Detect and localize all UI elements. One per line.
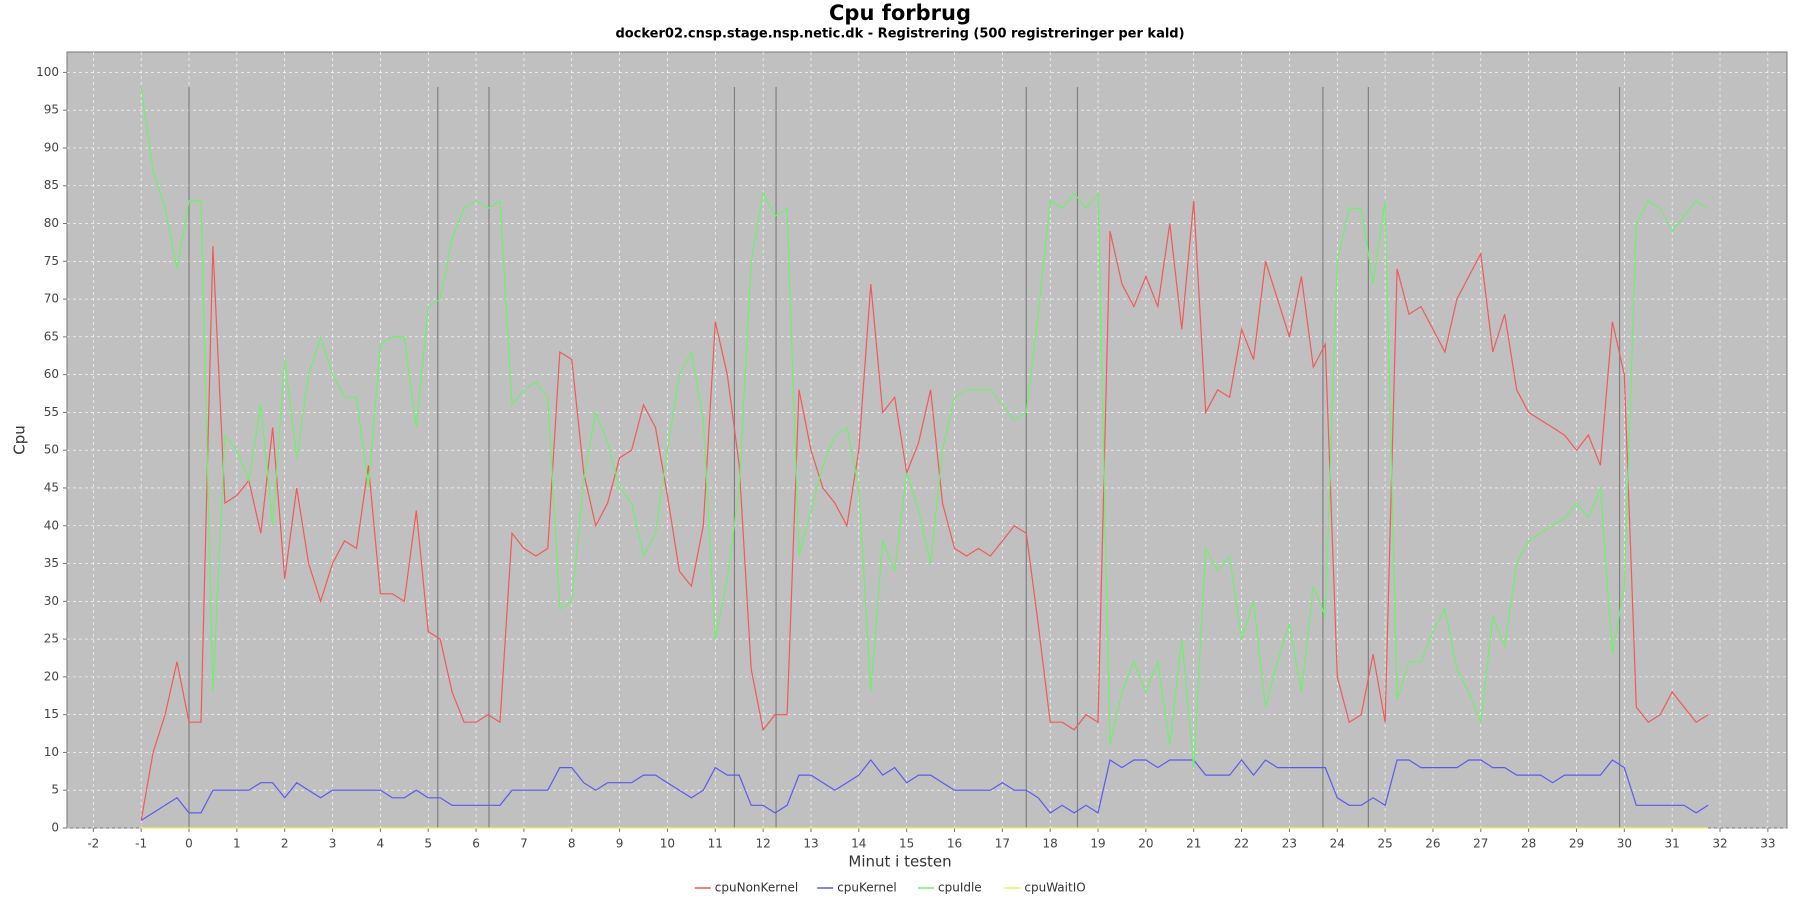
series-line (140, 200, 1709, 821)
y-tick-label: 10 (44, 745, 59, 759)
y-axis-label: Cpu (11, 425, 29, 455)
x-tick-label: 11 (708, 837, 723, 851)
y-tick-label: 45 (44, 480, 59, 494)
y-tick-label: 15 (44, 707, 59, 721)
x-tick-label: 14 (851, 837, 866, 851)
x-tick-label: 22 (1234, 837, 1249, 851)
y-tick-label: 5 (51, 783, 59, 797)
x-tick-label: 6 (472, 837, 480, 851)
x-tick-label: 32 (1712, 837, 1727, 851)
x-tick-label: 23 (1282, 837, 1297, 851)
x-tick-label: 26 (1425, 837, 1440, 851)
x-tick-label: 8 (568, 837, 576, 851)
x-tick-label: 28 (1521, 837, 1536, 851)
legend-label: cpuKernel (837, 881, 897, 895)
x-tick-label: 3 (329, 837, 337, 851)
y-tick-label: 55 (44, 405, 59, 419)
x-tick-label: 2 (281, 837, 289, 851)
x-tick-label: 25 (1377, 837, 1392, 851)
x-tick-label: 17 (995, 837, 1010, 851)
x-tick-label: 31 (1665, 837, 1680, 851)
chart-title: Cpu forbrug (829, 1, 971, 25)
x-tick-label: 24 (1330, 837, 1345, 851)
x-tick-label: 12 (755, 837, 770, 851)
series-line (140, 87, 1709, 768)
y-tick-label: 75 (44, 254, 59, 268)
x-tick-label: 18 (1043, 837, 1058, 851)
x-tick-label: 9 (616, 837, 624, 851)
x-tick-label: 29 (1569, 837, 1584, 851)
y-tick-label: 30 (44, 594, 59, 608)
x-tick-label: 10 (660, 837, 675, 851)
x-tick-label: 4 (377, 837, 385, 851)
y-tick-label: 70 (44, 292, 59, 306)
plot-area (66, 51, 1788, 829)
x-tick-label: -1 (135, 837, 147, 851)
y-tick-label: 80 (44, 216, 59, 230)
series-line (140, 759, 1709, 821)
y-tick-label: 100 (36, 65, 59, 79)
x-tick-label: 7 (520, 837, 528, 851)
x-tick-label: 5 (424, 837, 432, 851)
legend-label: cpuWaitIO (1024, 881, 1085, 895)
y-tick-label: 60 (44, 367, 59, 381)
y-tick-label: 90 (44, 140, 59, 154)
x-tick-label: 30 (1617, 837, 1632, 851)
y-tick-label: 35 (44, 556, 59, 570)
x-tick-label: -2 (87, 837, 99, 851)
x-axis-label: Minut i testen (848, 853, 951, 871)
x-tick-label: 16 (947, 837, 962, 851)
legend-label: cpuNonKernel (715, 881, 798, 895)
x-tick-label: 21 (1186, 837, 1201, 851)
y-tick-label: 65 (44, 329, 59, 343)
x-tick-label: 0 (185, 837, 193, 851)
x-tick-label: 27 (1473, 837, 1488, 851)
chart-subtitle: docker02.cnsp.stage.nsp.netic.dk - Regis… (615, 27, 1184, 42)
y-tick-label: 25 (44, 632, 59, 646)
y-tick-label: 95 (44, 103, 59, 117)
y-tick-label: 50 (44, 443, 59, 457)
y-tick-label: 85 (44, 178, 59, 192)
y-tick-label: 0 (51, 821, 59, 835)
y-tick-label: 40 (44, 518, 59, 532)
x-tick-label: 13 (803, 837, 818, 851)
x-tick-label: 15 (899, 837, 914, 851)
x-tick-label: 33 (1760, 837, 1775, 851)
legend-label: cpuIdle (938, 881, 982, 895)
x-tick-label: 1 (233, 837, 241, 851)
y-tick-label: 20 (44, 669, 59, 683)
x-tick-label: 20 (1138, 837, 1153, 851)
x-tick-label: 19 (1090, 837, 1105, 851)
